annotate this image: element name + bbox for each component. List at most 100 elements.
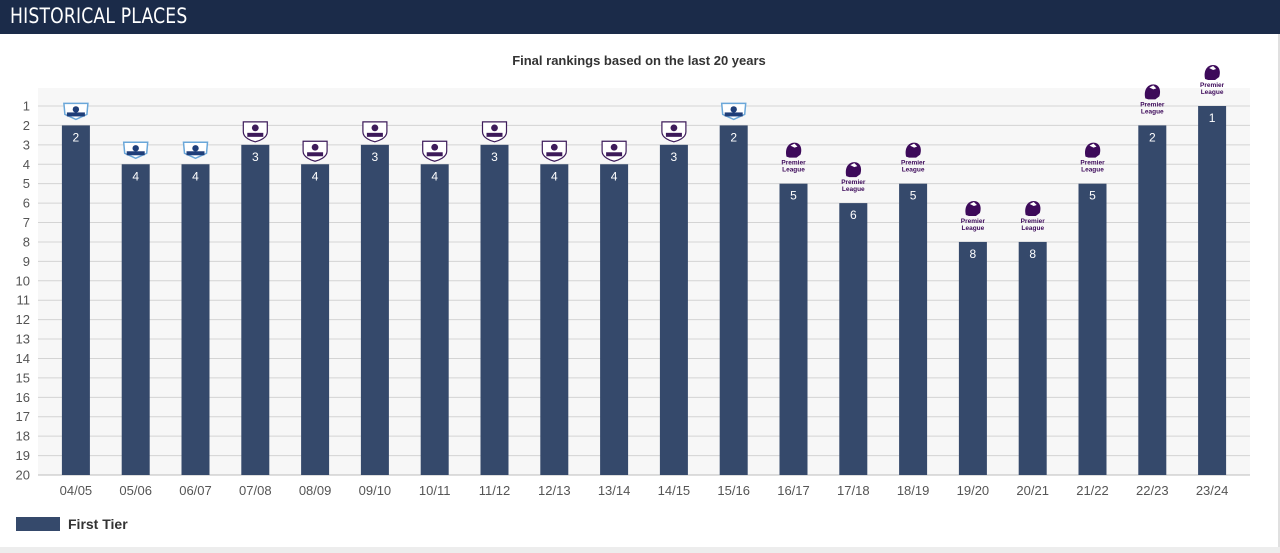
x-tick-label: 13/14 — [598, 483, 631, 498]
chart-title: Final rankings based on the last 20 year… — [512, 53, 766, 68]
badge-banner — [66, 112, 85, 117]
lion-mark — [251, 124, 259, 132]
lion-mark — [311, 143, 319, 151]
y-tick-label: 7 — [23, 215, 30, 230]
x-tick-label: 20/21 — [1016, 483, 1049, 498]
bar[interactable] — [719, 125, 748, 475]
logo-wordmark: League — [1021, 225, 1044, 232]
bar[interactable] — [1198, 106, 1227, 475]
x-tick-label: 05/06 — [119, 483, 152, 498]
y-tick-label: 13 — [16, 332, 30, 347]
lion-mark — [431, 143, 439, 151]
lion-mark — [192, 145, 199, 152]
x-tick-label: 17/18 — [837, 483, 870, 498]
y-tick-label: 15 — [16, 370, 30, 385]
y-tick-label: 2 — [23, 118, 30, 133]
x-tick-label: 08/09 — [299, 483, 332, 498]
shield-banner — [546, 152, 563, 157]
bar[interactable] — [181, 164, 210, 475]
page-header: HISTORICAL PLACES — [0, 0, 1280, 34]
plot-background — [38, 88, 1250, 475]
bar[interactable] — [1138, 125, 1167, 475]
logo-wordmark: League — [1201, 89, 1224, 96]
bar-value-label: 1 — [1209, 111, 1216, 125]
bar[interactable] — [121, 164, 150, 475]
shield-banner — [366, 132, 383, 137]
x-tick-label: 11/12 — [479, 483, 511, 498]
bar[interactable] — [480, 144, 509, 475]
bar[interactable] — [659, 144, 688, 475]
y-tick-label: 4 — [23, 157, 30, 172]
y-tick-label: 14 — [16, 351, 30, 366]
y-tick-label: 17 — [16, 409, 30, 424]
y-tick-label: 19 — [16, 448, 30, 463]
bar-value-label: 5 — [790, 189, 797, 203]
bar-value-label: 4 — [192, 169, 199, 183]
premier-league-badge-icon — [661, 121, 687, 143]
shield-banner — [247, 132, 264, 137]
bar-value-label: 3 — [252, 150, 259, 164]
bar-value-label: 2 — [1149, 130, 1156, 144]
lion-head-shape — [785, 142, 802, 158]
logo-wordmark: Premier — [1080, 160, 1105, 167]
bar[interactable] — [600, 164, 629, 475]
logo-wordmark: Premier — [1200, 82, 1225, 89]
bar[interactable] — [241, 144, 270, 475]
x-tick-label: 16/17 — [777, 483, 810, 498]
crown-shape — [1209, 66, 1217, 70]
x-tick-label: 06/07 — [179, 483, 212, 498]
logo-wordmark: Premier — [961, 218, 986, 225]
bar-value-label: 5 — [910, 189, 917, 203]
logo-wordmark: League — [1081, 167, 1104, 174]
y-tick-label: 12 — [16, 312, 30, 327]
lion-head-shape — [1204, 65, 1220, 80]
bar-value-label: 3 — [671, 150, 678, 164]
bar[interactable] — [1078, 183, 1107, 475]
premier-league-badge-icon — [63, 102, 89, 121]
bar[interactable] — [779, 183, 808, 475]
x-tick-label: 18/19 — [897, 483, 930, 498]
shield-banner — [665, 132, 682, 137]
bar[interactable] — [301, 164, 330, 475]
bar-value-label: 4 — [431, 169, 438, 183]
y-tick-label: 10 — [16, 273, 30, 288]
premier-league-badge-icon — [362, 121, 388, 143]
lion-head-shape — [965, 200, 981, 216]
bar[interactable] — [899, 183, 928, 475]
bar-value-label: 5 — [1089, 189, 1096, 203]
crown-shape — [910, 143, 918, 148]
lion-head-shape — [1144, 84, 1161, 100]
logo-wordmark: League — [902, 167, 925, 174]
logo-wordmark: League — [1141, 108, 1164, 115]
y-tick-label: 5 — [23, 176, 30, 191]
bar-value-label: 3 — [491, 150, 498, 164]
lion-mark — [610, 143, 618, 151]
lion-mark — [670, 124, 678, 132]
x-tick-label: 12/13 — [538, 483, 571, 498]
bar[interactable] — [61, 125, 90, 475]
crown-shape — [1089, 143, 1097, 148]
x-tick-label: 19/20 — [957, 483, 990, 498]
y-tick-label: 1 — [23, 99, 30, 114]
badge-banner — [724, 112, 743, 117]
bar-value-label: 4 — [611, 169, 618, 183]
bar[interactable] — [1018, 241, 1047, 475]
crown-shape — [850, 163, 858, 168]
bar[interactable] — [540, 164, 569, 475]
bar[interactable] — [958, 241, 987, 475]
lion-head-shape — [905, 142, 921, 158]
bar-value-label: 4 — [312, 169, 319, 183]
lion-mark — [491, 124, 498, 132]
y-tick-label: 16 — [16, 390, 30, 405]
y-tick-label: 3 — [23, 137, 30, 152]
bar[interactable] — [839, 203, 868, 475]
bar[interactable] — [420, 164, 449, 475]
shield-banner — [606, 152, 623, 157]
x-tick-label: 04/05 — [60, 483, 93, 498]
chart-legend[interactable]: First Tier — [16, 516, 128, 532]
bar[interactable] — [360, 144, 389, 475]
